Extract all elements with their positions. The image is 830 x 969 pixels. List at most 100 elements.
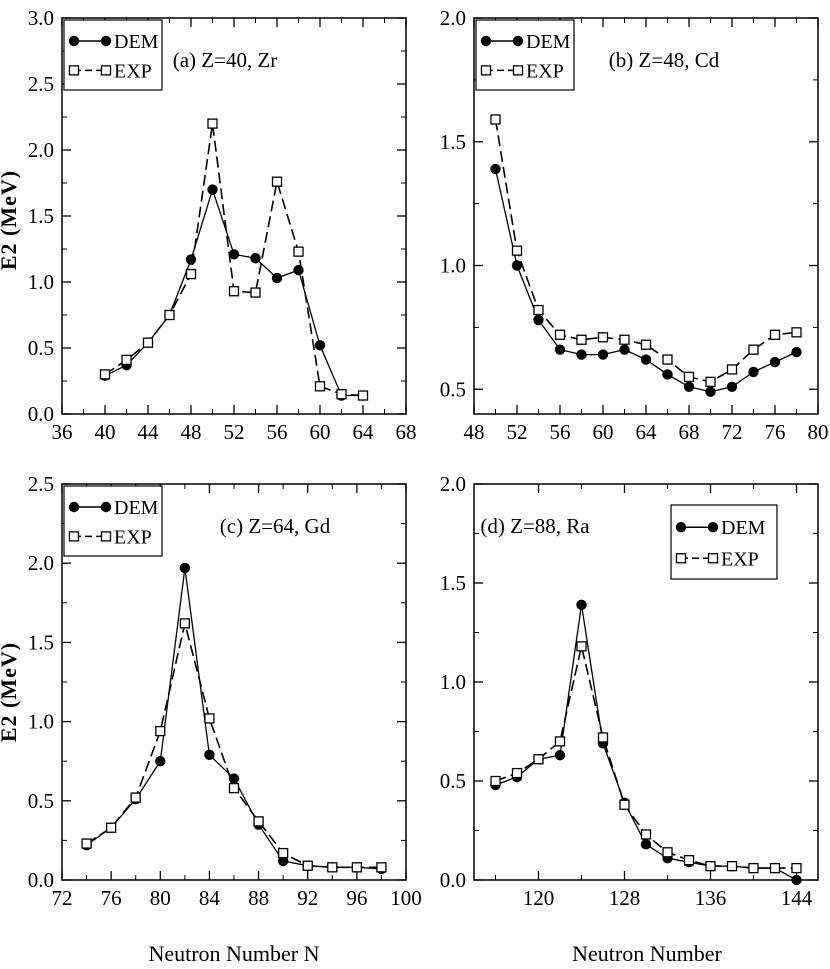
legend-marker <box>68 531 80 542</box>
dem-point <box>619 344 630 355</box>
dem-point <box>791 346 802 358</box>
exp-point <box>336 389 347 400</box>
legend-marker <box>68 501 80 513</box>
x-tick-label: 48 <box>464 420 485 444</box>
panel-4: 120 128 136 144 0.0 0.5 1.0 1.5 2.0 (d) Z=88, Ra D… <box>440 472 819 910</box>
exp-point <box>533 754 544 765</box>
x-tick-label: 144 <box>781 886 813 910</box>
y-tick-label: 1.5 <box>28 204 54 228</box>
legend-box <box>63 19 163 91</box>
x-tick-label: 76 <box>101 886 122 910</box>
exp-point <box>619 799 630 810</box>
legend-marker <box>512 35 524 47</box>
legend-marker <box>68 35 80 47</box>
exp-point <box>554 329 566 340</box>
legend-marker <box>100 501 112 513</box>
exp-point <box>576 641 587 652</box>
y-tick-label: 0.5 <box>440 377 466 401</box>
x-tick-label: 60 <box>310 420 331 444</box>
plot-panels: 36 40 44 48 52 56 60 64 68 0.0 0.5 1.0 1.5 2.0 2.5 3.0 (… <box>28 6 829 910</box>
dem-point <box>511 260 523 271</box>
exp-point <box>683 371 695 383</box>
exp-point <box>791 327 802 338</box>
exp-point <box>640 829 652 840</box>
dem-point <box>726 381 738 392</box>
exp-point <box>490 775 501 787</box>
exp-point <box>99 369 111 380</box>
dem-point <box>155 756 166 767</box>
y-tick-label: 0.5 <box>28 336 54 360</box>
exp-point <box>554 736 566 747</box>
legend: DEM EXP <box>475 19 575 91</box>
y-axis-title-top: E2 (MeV) <box>0 170 21 270</box>
exp-point <box>490 114 501 125</box>
exp-point <box>271 176 283 187</box>
legend-marker <box>707 553 719 564</box>
panel-3: 72 76 80 84 88 92 96 100 0.0 0.5 1.0 1.5 2.0 2.5 (c) Z… <box>28 472 422 910</box>
x-tick-label: 72 <box>722 420 743 444</box>
dem-point <box>640 354 652 365</box>
exp-point <box>705 860 716 872</box>
y-tick-label: 2.0 <box>440 472 466 496</box>
legend-marker <box>100 531 112 542</box>
exp-point <box>357 390 369 401</box>
x-tick-label: 72 <box>52 886 73 910</box>
y-tick-label: 0.0 <box>28 868 54 892</box>
x-tick-label: 52 <box>224 420 245 444</box>
legend-marker <box>480 65 492 76</box>
y-tick-label: 0.5 <box>440 769 466 793</box>
x-tick-label: 68 <box>679 420 700 444</box>
x-tick-label: 36 <box>52 420 73 444</box>
dem-point <box>228 249 240 260</box>
dem-point <box>640 839 652 850</box>
y-tick-label: 2.0 <box>440 6 466 30</box>
exp-point <box>791 862 802 874</box>
y-tick-label: 2.5 <box>28 72 54 96</box>
dem-point <box>179 562 191 574</box>
exp-point <box>164 309 175 321</box>
legend-label-exp: EXP <box>114 526 152 548</box>
panel-title: (d) Z=88, Ra <box>480 514 590 538</box>
x-tick-label: 88 <box>248 886 269 910</box>
x-tick-label: 84 <box>199 886 221 910</box>
legend-box <box>670 504 778 580</box>
panel-title: (c) Z=64, Gd <box>220 514 331 538</box>
dem-point <box>207 184 218 195</box>
x-tick-label: 64 <box>353 420 375 444</box>
x-axis-title-left: Neutron Number N <box>148 941 319 966</box>
exp-point <box>185 268 197 280</box>
y-tick-label: 1.5 <box>440 571 466 595</box>
exp-point <box>142 337 154 348</box>
exp-point <box>228 286 240 297</box>
x-tick-label: 80 <box>808 420 829 444</box>
dem-point <box>250 253 261 264</box>
x-tick-label: 56 <box>550 420 571 444</box>
dem-point <box>683 381 695 392</box>
x-tick-label: 44 <box>138 420 160 444</box>
legend-label-exp: EXP <box>114 60 152 82</box>
x-axis-title-right: Neutron Number <box>572 941 722 966</box>
legend: DEM EXP <box>670 504 778 580</box>
dem-point <box>576 349 587 360</box>
exp-point <box>207 118 218 129</box>
y-axis-title-bottom: E2 (MeV) <box>0 642 21 742</box>
legend: DEM EXP <box>63 19 163 91</box>
y-tick-label: 0.0 <box>440 868 466 892</box>
exp-point <box>121 354 132 366</box>
dem-point <box>791 874 802 886</box>
dem-point <box>705 386 716 397</box>
exp-point <box>105 822 117 833</box>
dem-point <box>748 366 759 378</box>
exp-point <box>662 354 673 365</box>
legend-label-exp: EXP <box>721 548 759 570</box>
exp-point <box>726 364 738 375</box>
y-tick-label: 0.5 <box>28 789 54 813</box>
dem-point <box>533 314 544 326</box>
y-tick-label: 0.0 <box>28 402 54 426</box>
legend-marker <box>68 65 80 76</box>
exp-point <box>130 792 141 803</box>
y-tick-label: 1.5 <box>28 630 54 654</box>
legend-label-dem: DEM <box>114 31 159 53</box>
y-tick-label: 1.5 <box>440 130 466 154</box>
